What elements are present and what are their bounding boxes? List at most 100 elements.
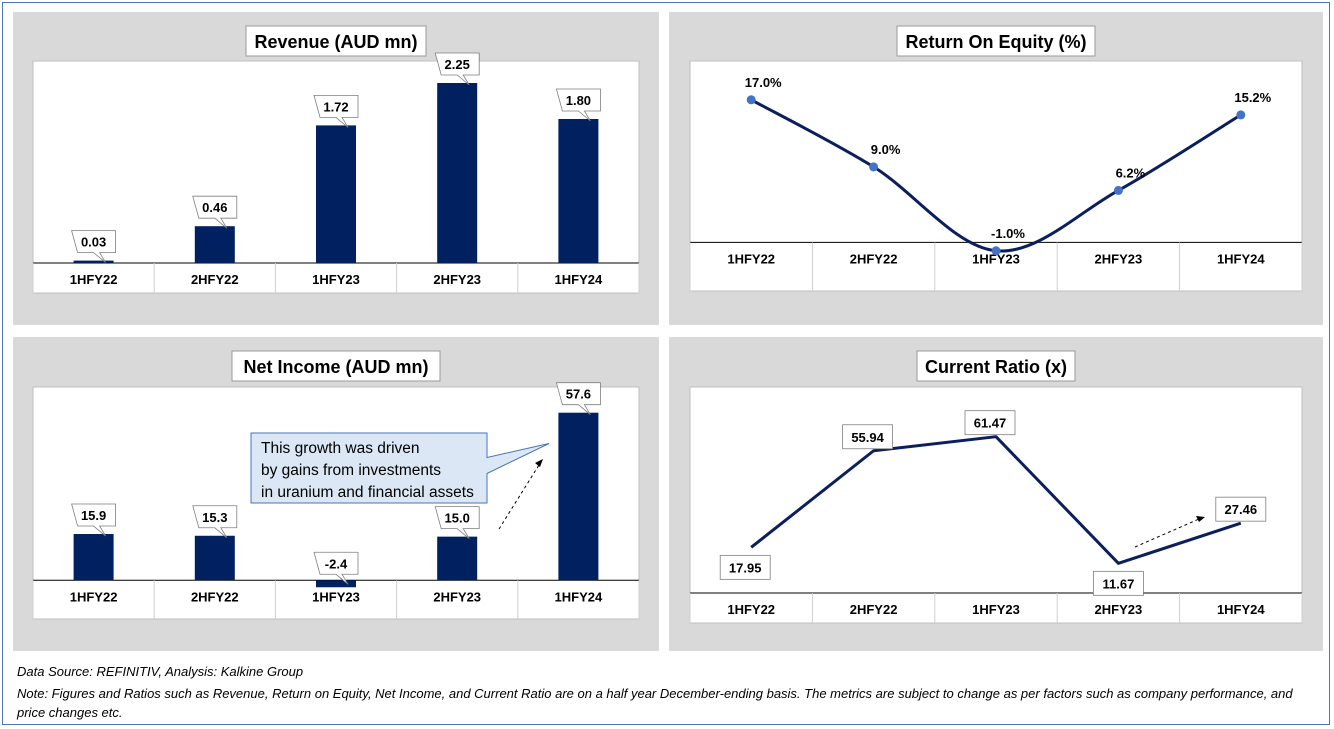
roe-chart: Return On Equity (%) 1HFY22 2HFY22 1HFY23 2H…	[689, 25, 1303, 292]
data-label: 2.25	[445, 57, 470, 72]
annotation-line: in uranium and financial assets	[261, 484, 474, 501]
bar	[194, 226, 235, 263]
data-label: 6.2%	[1116, 165, 1146, 180]
data-label: 1.80	[566, 93, 591, 108]
data-label-box	[842, 424, 894, 450]
revenue-chart: Revenue (AUD mn) 1HFY22 2HFY22 1HFY23 2HFY23…	[32, 25, 640, 294]
x-tick-label: 2HFY23	[1095, 251, 1143, 266]
x-tick-label: 1HFY22	[727, 602, 775, 617]
data-label-box	[192, 505, 238, 539]
data-label-box	[434, 52, 480, 86]
data-point	[746, 95, 756, 105]
annotation-callout: This growth was driven by gains from inve…	[250, 432, 550, 504]
data-label-group: 15.9	[71, 503, 116, 537]
data-label-group: 15.0	[434, 506, 480, 539]
data-label: 9.0%	[871, 142, 901, 157]
data-label: 15.0	[445, 511, 470, 526]
series-line	[750, 435, 1242, 565]
chart-title-box	[896, 25, 1096, 57]
chart-title: Current Ratio (x)	[925, 357, 1067, 377]
data-point	[1113, 185, 1123, 195]
data-label-group: 1.72	[313, 95, 359, 128]
data-label-box	[1215, 496, 1267, 522]
data-label: 15.2%	[1234, 90, 1271, 105]
data-label: 15.9	[81, 508, 106, 523]
data-label-box	[71, 230, 116, 263]
data-label-group: 15.3	[192, 505, 238, 539]
data-label: 1.72	[323, 99, 348, 114]
data-label-box	[555, 382, 601, 416]
data-label-group: 1.80	[555, 88, 601, 122]
data-label-box	[1092, 570, 1144, 596]
bar	[558, 119, 599, 263]
data-label: 27.46	[1225, 502, 1258, 517]
revenue-chart-panel: Revenue (AUD mn) 1HFY22 2HFY22 1HFY23 2HFY23…	[13, 12, 659, 325]
roe-chart-panel: Return On Equity (%) 1HFY22 2HFY22 1HFY23 2H…	[669, 12, 1323, 325]
data-label-group: 0.03	[71, 230, 116, 263]
chart-title: Net Income (AUD mn)	[243, 357, 428, 377]
chart-title-box	[231, 350, 441, 382]
data-label: 15.3	[202, 510, 227, 525]
data-label: 17.95	[729, 560, 762, 575]
data-label: -1.0%	[991, 226, 1025, 241]
data-label-box	[192, 195, 238, 229]
annotation-box	[250, 432, 550, 504]
data-label: 61.47	[974, 416, 1007, 431]
data-label-box	[313, 551, 359, 585]
bar	[73, 534, 114, 581]
x-tick-label: 1HFY22	[727, 251, 775, 266]
x-tick-label: 1HFY23	[972, 602, 1020, 617]
x-tick-label: 2HFY23	[1095, 602, 1143, 617]
x-tick-label: 2HFY23	[433, 272, 481, 287]
chart-title: Return On Equity (%)	[906, 32, 1087, 52]
data-label-box	[71, 503, 116, 537]
x-tick-label: 1HFY22	[70, 589, 118, 604]
data-label: 0.46	[202, 200, 227, 215]
data-label-group: 0.46	[192, 195, 238, 229]
data-label-group: 2.25	[434, 52, 480, 86]
chart-title-box	[245, 25, 427, 57]
footer-source: Data Source: REFINITIV, Analysis: Kalkin…	[17, 664, 304, 679]
data-label-group: -2.4	[313, 551, 359, 585]
net-income-chart-panel: Net Income (AUD mn) 1HFY22 2HFY22 1HFY23 2HF…	[13, 337, 659, 651]
data-label-box	[555, 88, 601, 122]
annotation-text: This growth was driven by gains from inve…	[261, 440, 474, 501]
bar	[316, 125, 356, 264]
x-tick-label: 1HFY23	[312, 272, 360, 287]
data-label-group: 57.6	[555, 382, 601, 416]
trend-arrow-head	[1196, 516, 1205, 522]
current-ratio-chart: Current Ratio (x) 1HFY22 2HFY22 1HFY23 2HFY2…	[689, 350, 1303, 624]
data-label-box	[313, 95, 359, 128]
data-label: 55.94	[851, 430, 884, 445]
data-label: 0.03	[81, 235, 106, 250]
annotation-line: by gains from investments	[261, 462, 441, 479]
data-label: 17.0%	[745, 75, 782, 90]
growth-arrow-head	[535, 459, 543, 467]
data-label: 11.67	[1102, 576, 1134, 591]
x-tick-label: 1HFY22	[70, 272, 118, 287]
x-tick-label: 1HFY24	[1217, 251, 1265, 266]
x-tick-label: 2HFY22	[850, 251, 898, 266]
current-ratio-chart-panel: Current Ratio (x) 1HFY22 2HFY22 1HFY23 2HFY2…	[669, 337, 1323, 651]
x-tick-label: 1HFY23	[312, 589, 360, 604]
x-tick-label: 2HFY22	[191, 272, 239, 287]
x-tick-label: 1HFY23	[972, 251, 1020, 266]
x-tick-label: 1HFY24	[555, 589, 603, 604]
bar	[316, 580, 356, 588]
x-tick-label: 2HFY22	[191, 589, 239, 604]
data-label-box	[434, 506, 480, 539]
growth-arrow-line	[498, 464, 540, 530]
data-point	[991, 246, 1001, 256]
data-label-box	[719, 554, 771, 580]
x-tick-label: 2HFY22	[850, 602, 898, 617]
x-tick-label: 1HFY24	[1217, 602, 1265, 617]
chart-title-box	[916, 350, 1076, 382]
net-income-chart: Net Income (AUD mn) 1HFY22 2HFY22 1HFY23 2HF…	[32, 350, 640, 620]
bar	[437, 536, 478, 581]
bar	[558, 412, 599, 581]
x-tick-label: 2HFY23	[433, 589, 481, 604]
chart-title: Revenue (AUD mn)	[254, 32, 417, 52]
x-tick-label: 1HFY24	[555, 272, 603, 287]
data-point	[1236, 110, 1246, 120]
